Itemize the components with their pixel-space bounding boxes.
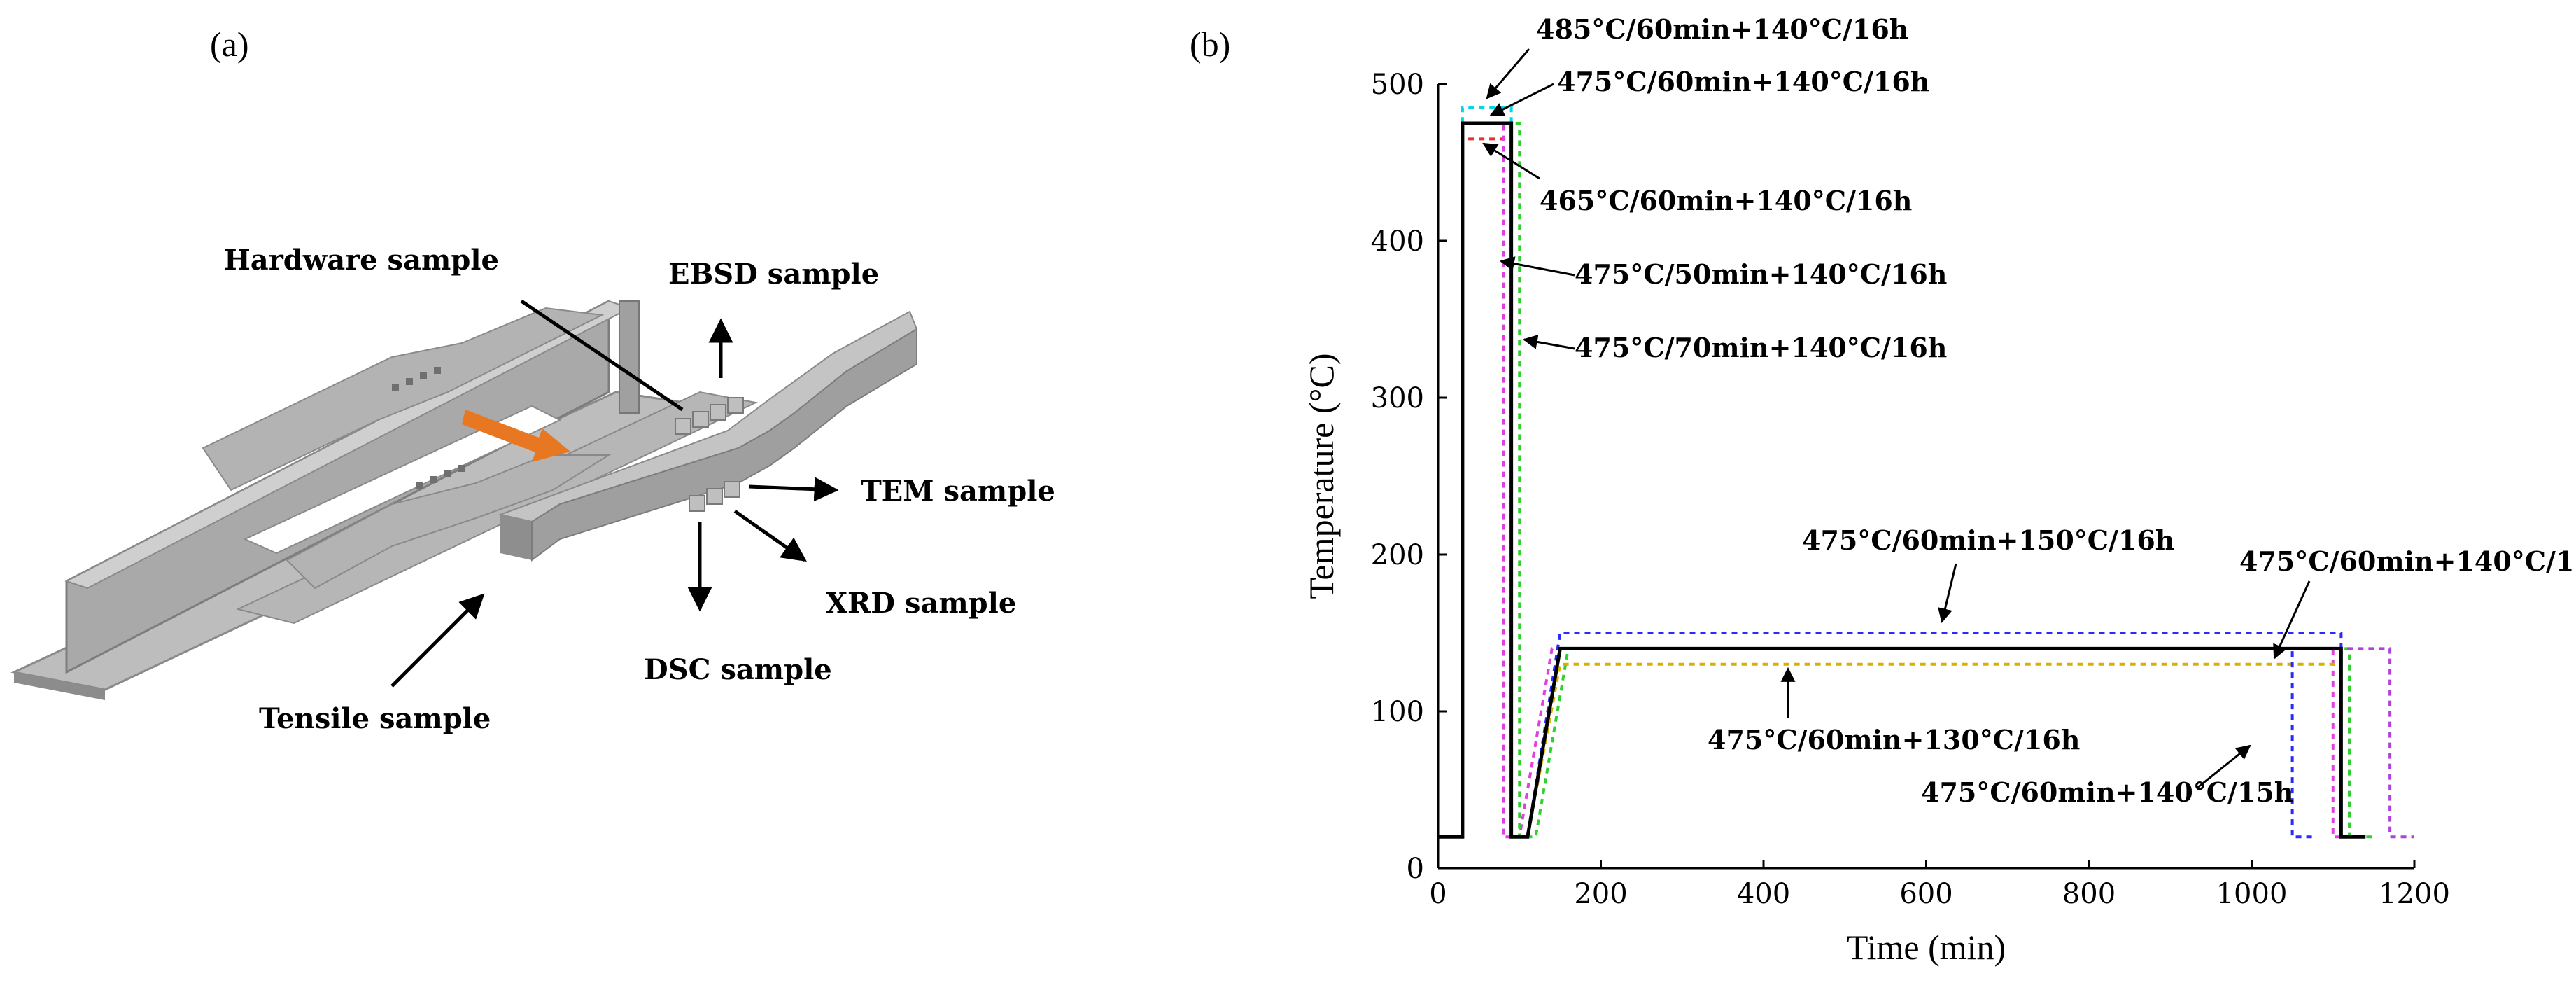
- callout-arrows: [390, 299, 839, 688]
- xrd-arrow: [733, 509, 807, 562]
- tem-sample-label: TEM sample: [861, 475, 1055, 508]
- annotation-arrow: [1522, 335, 1575, 350]
- profile-base-edge: [14, 672, 105, 700]
- annotation-label: 485°C/60min+140°C/16h: [1536, 13, 1908, 45]
- annotation-label: 475°C/60min+130°C/16h: [1708, 724, 2080, 755]
- xrd-sample-label: XRD sample: [826, 587, 1016, 620]
- ebsd-blocks: [675, 397, 744, 435]
- inner-cutout: [243, 405, 562, 555]
- y-axis-label: Temperature (°C): [1302, 353, 1341, 599]
- annotation-arrow: [2197, 744, 2251, 789]
- annotation-label: 475°C/60min+150°C/16h: [1802, 524, 2174, 556]
- panel-a-label: (a): [210, 25, 249, 64]
- series-line: [1438, 121, 2366, 839]
- extruded-profile: [10, 299, 918, 700]
- tem-arrow: [748, 477, 839, 502]
- x-tick-label: 800: [2062, 878, 2116, 910]
- annotation-label: 475°C/60min+140°C/15h: [1921, 776, 2293, 808]
- y-tick-label: 400: [1371, 225, 1424, 258]
- profile-post: [619, 300, 640, 414]
- x-tick-label: 200: [1574, 878, 1627, 910]
- annotation-label: 475°C/60min+140°C/16h: [1557, 66, 1929, 97]
- annotation-arrow: [1482, 142, 1540, 180]
- series-layer: [1438, 106, 2414, 839]
- x-tick-label: 400: [1737, 878, 1790, 910]
- dogbone-marks-upper: [392, 367, 441, 391]
- annotation-label: 475°C/50min+140°C/16h: [1575, 258, 1947, 290]
- tensile-bar: [498, 310, 918, 562]
- annotation-label: 465°C/60min+140°C/16h: [1540, 185, 1912, 216]
- x-ticks: 0 200 400 600 800 1000 1200: [1429, 860, 2450, 910]
- hardware-sample-label: Hardware sample: [224, 244, 499, 277]
- annotation-arrow: [2273, 580, 2311, 660]
- dogbone-marks-lower: [416, 465, 465, 489]
- tensile-arrow: [390, 593, 485, 688]
- upper-dogbone: [202, 307, 605, 491]
- y-tick-label: 100: [1371, 696, 1424, 728]
- annotation-arrow: [1489, 83, 1554, 117]
- panel-a: (a): [10, 25, 1055, 735]
- annotations-layer: 485°C/60min+140°C/16h 475°C/60min+140°C/1…: [1482, 13, 2576, 808]
- tensile-bar-front: [500, 515, 532, 560]
- chart: 0 100 200 300 400 500 0 200 400 600 800 1000 1200 T…: [1302, 13, 2576, 967]
- lower-dogbone: [286, 454, 612, 590]
- ebsd-sample-label: EBSD sample: [668, 258, 879, 291]
- x-tick-label: 600: [1899, 878, 1952, 910]
- x-tick-label: 1000: [2216, 878, 2288, 910]
- callout-labels: Hardware sample EBSD sample TEM sample X…: [224, 244, 1055, 735]
- tensile-bar-face: [531, 328, 917, 562]
- panel-b: (b) 0 100 200 300 400 500 0 200 400 600 800 1000 12…: [1190, 13, 2576, 967]
- annotation-label: 475°C/60min+140°C/17h: [2239, 545, 2576, 577]
- dsc-sample-label: DSC sample: [644, 653, 832, 686]
- y-tick-label: 0: [1407, 853, 1424, 885]
- annotation-arrow: [1486, 48, 1530, 99]
- panel-b-label: (b): [1190, 25, 1230, 64]
- series-line: [1461, 122, 2374, 839]
- x-axis-label: Time (min): [1847, 928, 2006, 967]
- x-tick-label: 0: [1429, 878, 1447, 910]
- y-tick-label: 500: [1371, 69, 1424, 101]
- annotation-arrow: [1499, 256, 1575, 277]
- y-tick-label: 300: [1371, 382, 1424, 414]
- tem-xrd-dsc-blocks: [689, 481, 740, 512]
- y-ticks: 0 100 200 300 400 500: [1371, 69, 1447, 885]
- x-tick-label: 1200: [2379, 878, 2450, 910]
- hardware-leader: [520, 299, 684, 412]
- y-tick-label: 200: [1371, 539, 1424, 571]
- annotation-arrow: [1938, 563, 1957, 624]
- tensile-sample-label: Tensile sample: [259, 702, 491, 735]
- annotation-label: 475°C/70min+140°C/16h: [1575, 332, 1947, 363]
- extrusion-direction-arrow: [462, 410, 570, 462]
